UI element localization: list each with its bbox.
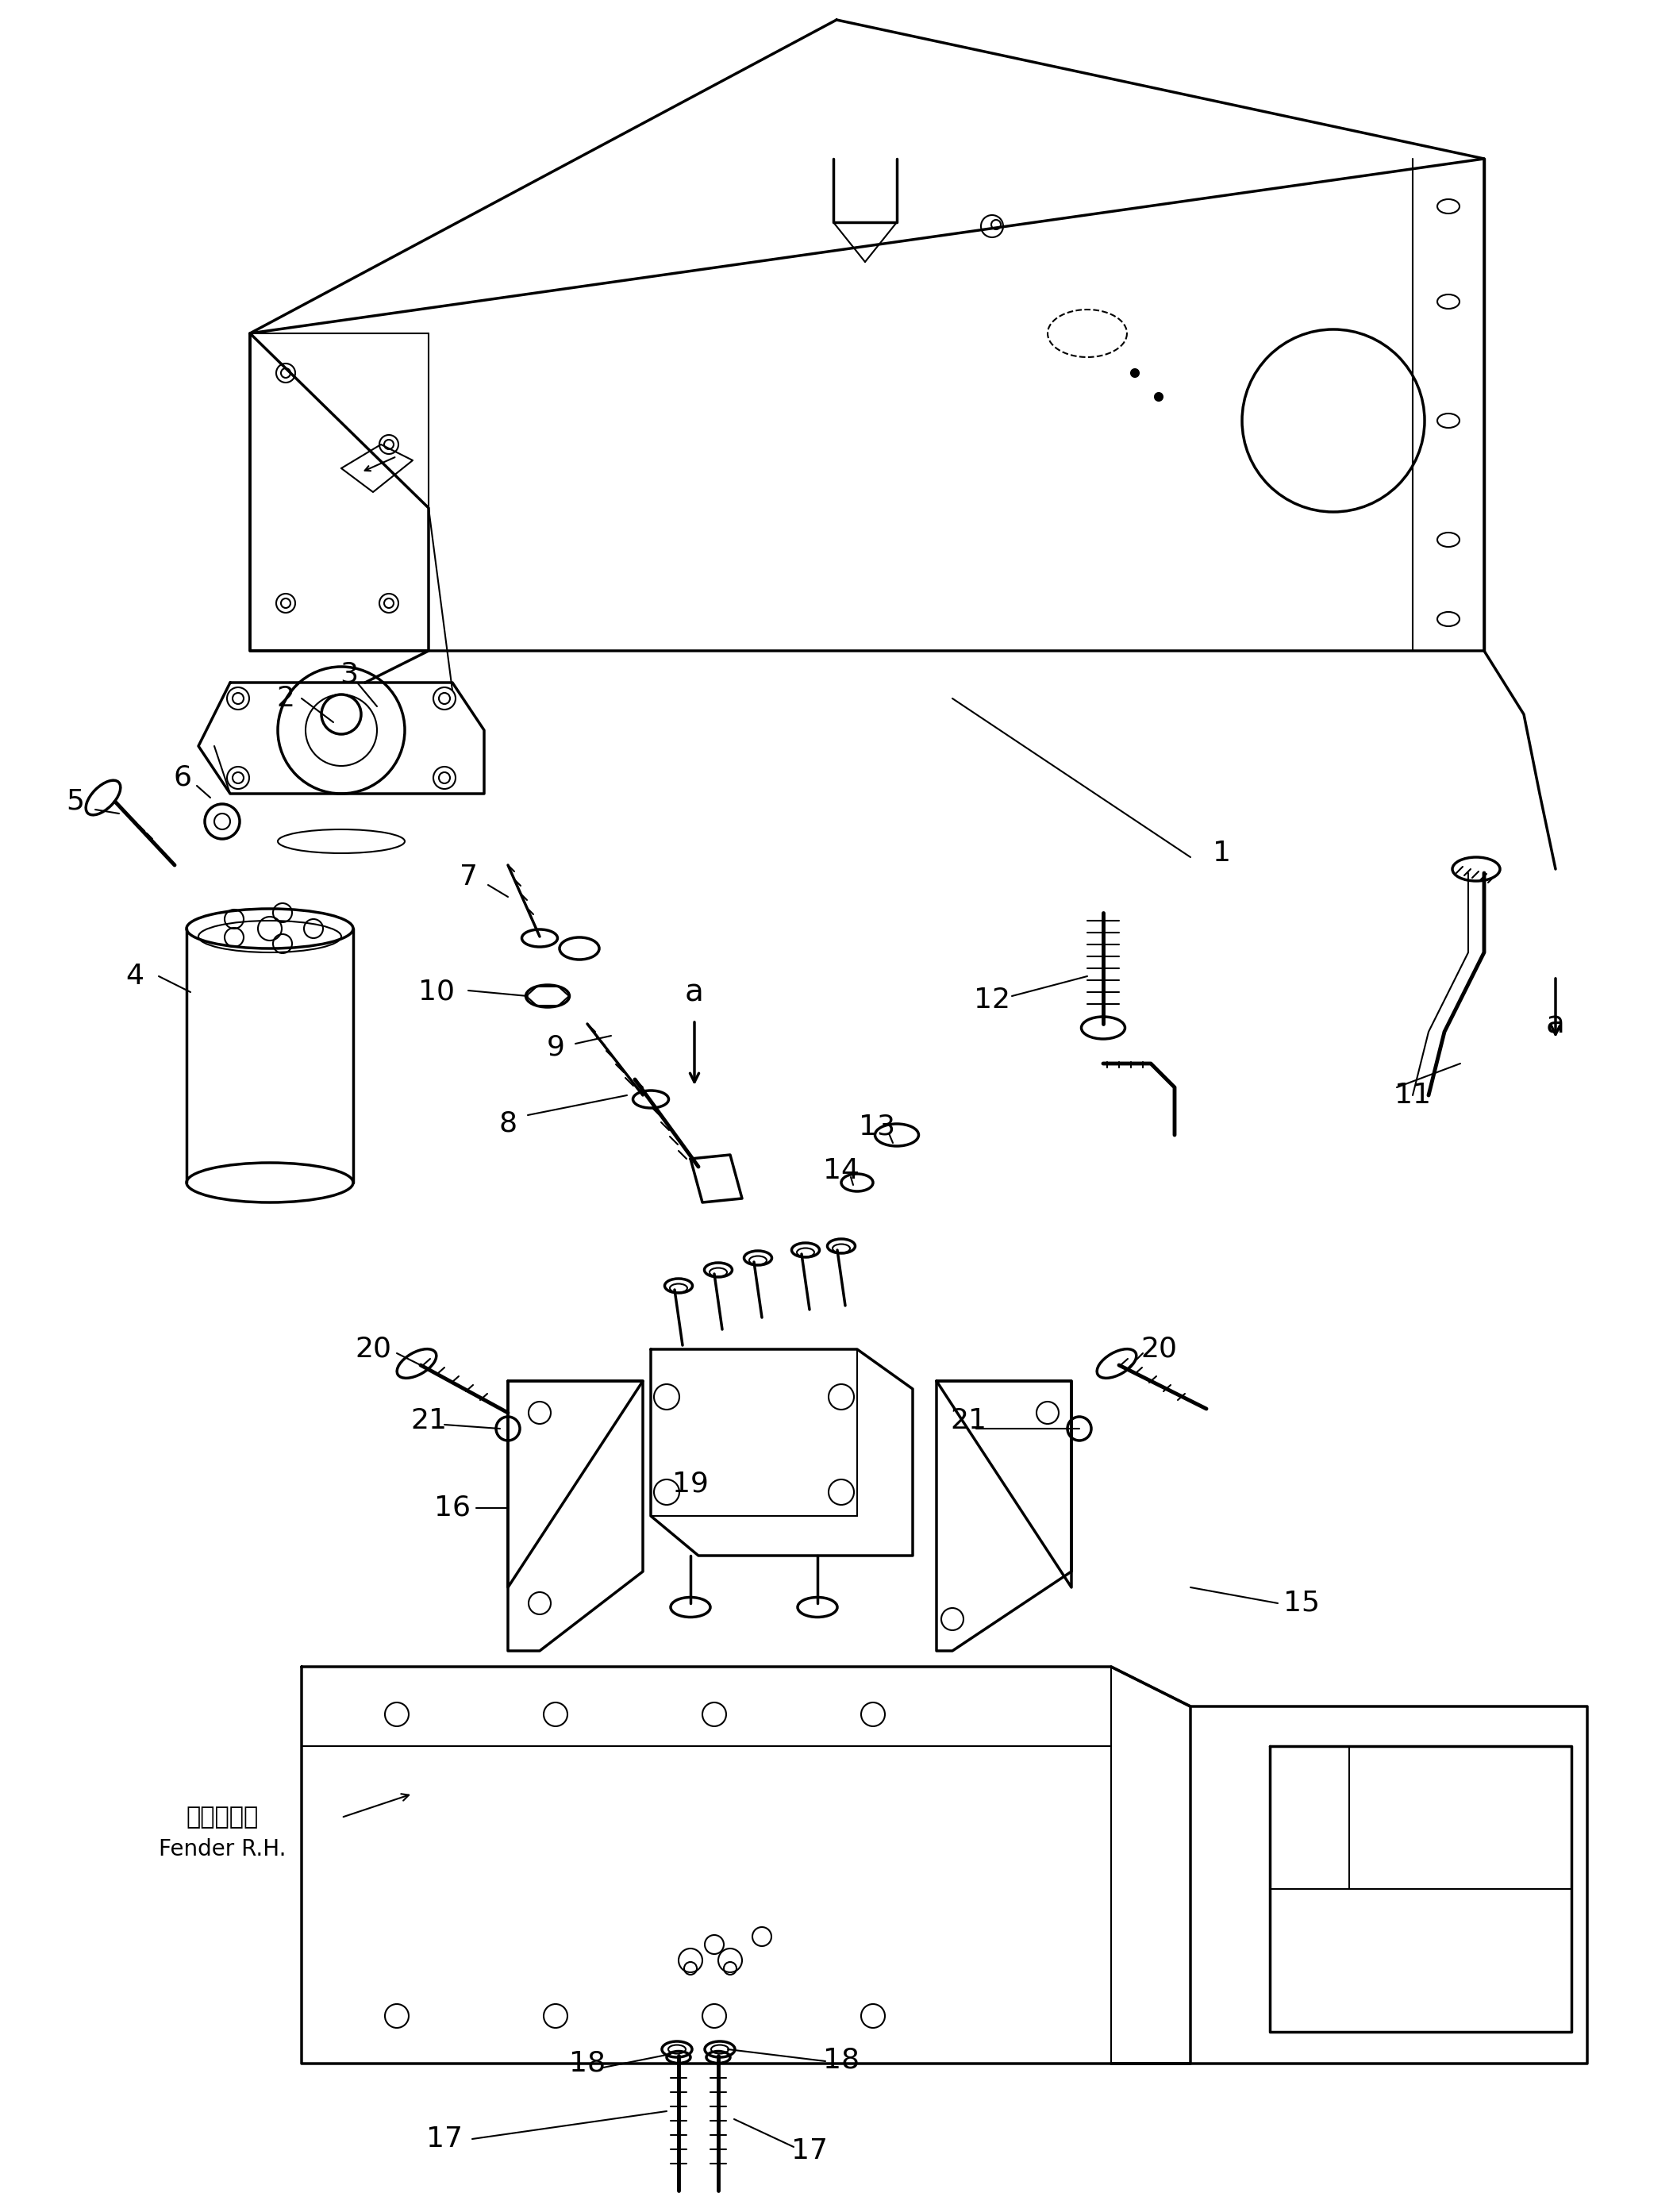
Circle shape xyxy=(1131,369,1139,376)
Text: 6: 6 xyxy=(174,765,192,792)
Text: 9: 9 xyxy=(547,1035,564,1062)
Text: 10: 10 xyxy=(418,978,455,1006)
Text: 15: 15 xyxy=(1283,1590,1320,1617)
Text: 13: 13 xyxy=(858,1113,895,1141)
Text: a: a xyxy=(684,978,704,1006)
Text: 20: 20 xyxy=(355,1336,391,1363)
Text: 14: 14 xyxy=(823,1157,860,1183)
Text: a: a xyxy=(1546,1009,1564,1040)
Text: 8: 8 xyxy=(499,1110,517,1137)
Text: 18: 18 xyxy=(569,2051,606,2077)
Text: 11: 11 xyxy=(1394,1082,1430,1108)
Text: 1: 1 xyxy=(1213,841,1231,867)
Text: 12: 12 xyxy=(974,987,1010,1013)
Text: 17: 17 xyxy=(427,2126,463,2152)
Text: 3: 3 xyxy=(340,661,358,688)
Text: 21: 21 xyxy=(950,1407,987,1433)
Text: 21: 21 xyxy=(410,1407,447,1433)
Text: 4: 4 xyxy=(125,962,144,989)
Text: 5: 5 xyxy=(67,787,85,814)
Text: 18: 18 xyxy=(823,2046,860,2073)
Text: 7: 7 xyxy=(458,863,477,891)
Text: 17: 17 xyxy=(791,2137,828,2163)
Text: 19: 19 xyxy=(673,1471,709,1498)
Text: Fender R.H.: Fender R.H. xyxy=(159,1838,286,1860)
Text: 16: 16 xyxy=(433,1495,470,1522)
Circle shape xyxy=(1154,394,1163,400)
Text: フェンダ右: フェンダ右 xyxy=(186,1805,258,1829)
Text: 20: 20 xyxy=(1141,1336,1178,1363)
Text: 2: 2 xyxy=(276,686,294,712)
